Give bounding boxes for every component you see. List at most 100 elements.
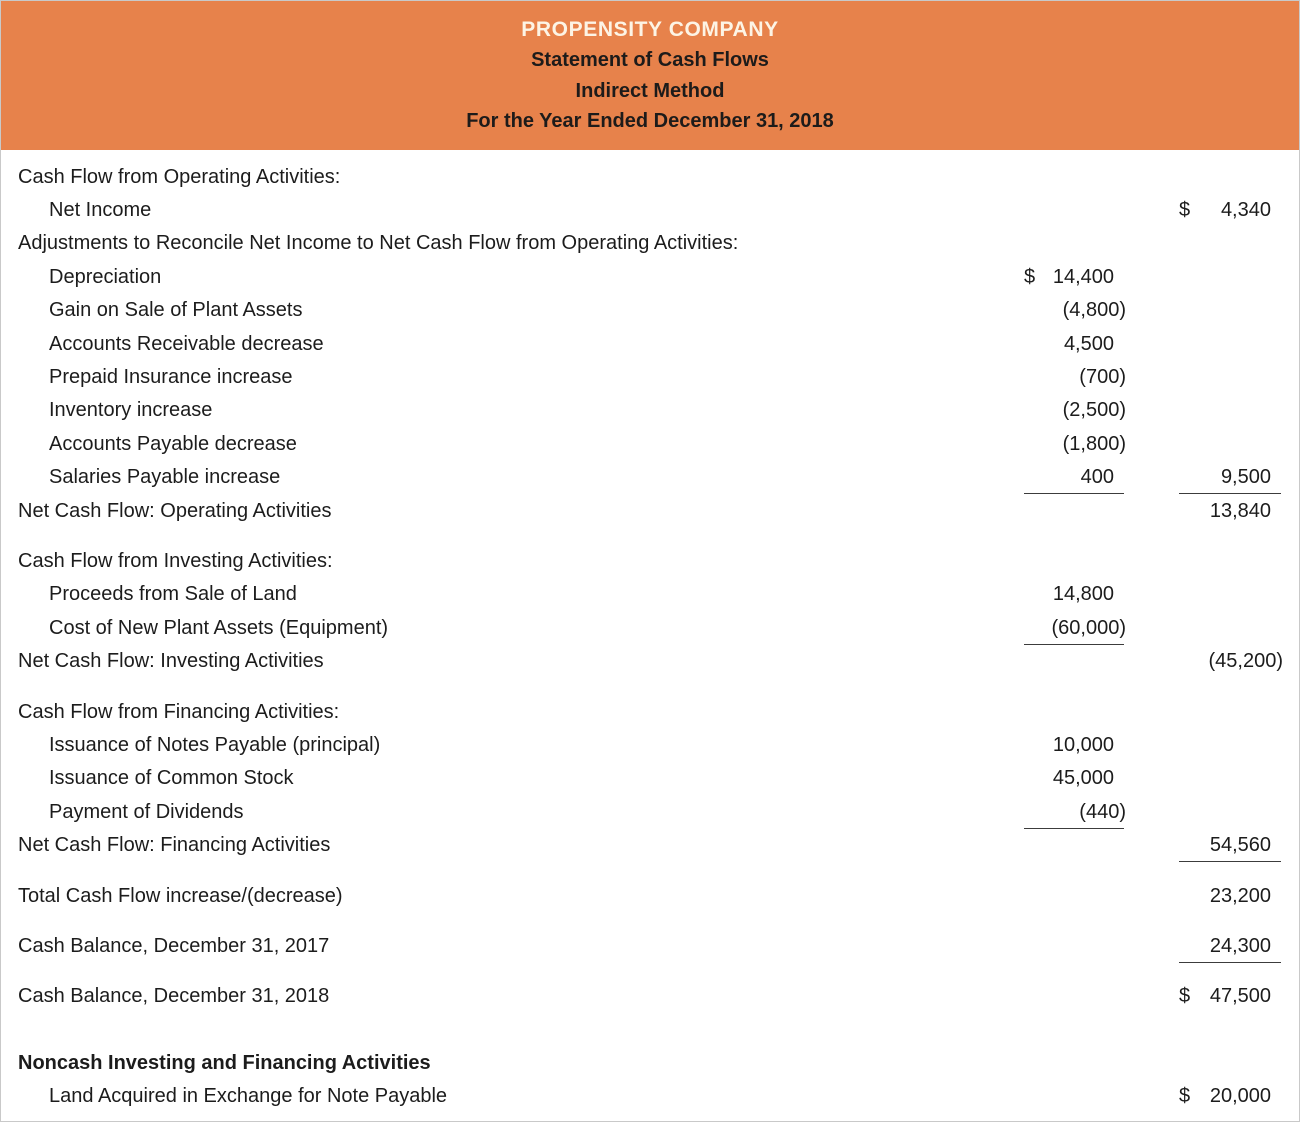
row-label: Net Cash Flow: Financing Activities [18,834,331,857]
amount-col2: $ 47,500 [1179,985,1281,1008]
row-label: Cash Flow from Financing Activities: [18,700,340,723]
currency-symbol: $ [1179,1085,1191,1108]
row-label: Accounts Receivable decrease [49,332,324,355]
amount-col1: $ 14,400 [1024,266,1124,289]
row-label: Noncash Investing and Financing Activiti… [18,1051,431,1074]
statement-row: Accounts Payable decrease (1,800) [18,428,1281,461]
statement-row: Issuance of Common Stock 45,000 [18,762,1281,795]
amount-value: 4,500 [1063,332,1114,355]
amount-value: (1,800) [1062,432,1126,455]
row-label: Net Cash Flow: Investing Activities [18,650,324,673]
amount-col1: 4,500 [1024,333,1124,356]
amount-value: (45,200) [1208,650,1284,673]
row-label: Inventory increase [49,399,213,422]
amount-value: (60,000) [1051,616,1127,639]
statement-row: Adjustments to Reconcile Net Income to N… [18,227,1281,260]
amount-col2: 24,300 [1179,934,1281,963]
amount-value: 13,840 [1209,499,1271,522]
amount-col2: 9,500 [1179,466,1281,495]
amount-value: 20,000 [1209,1085,1271,1108]
statement-row: Accounts Receivable decrease 4,500 [18,327,1281,360]
row-label: Land Acquired in Exchange for Note Payab… [49,1085,448,1108]
statement-row: Issuance of Notes Payable (principal) 10… [18,729,1281,762]
statement-row: Proceeds from Sale of Land 14,800 [18,578,1281,611]
amount-col1: (440) [1024,800,1126,829]
currency-symbol: $ [1179,199,1191,222]
row-label: Payment of Dividends [49,800,244,823]
amount-value: 23,200 [1209,884,1271,907]
statement-row: Net Cash Flow: Financing Activities 54,5… [18,829,1281,863]
amount-value: 4,340 [1220,199,1271,222]
row-label: Net Income [49,199,152,222]
statement-method: Indirect Method [575,79,725,102]
amount-col2: 23,200 [1179,885,1281,908]
amount-col1: (2,500) [1024,399,1126,422]
statement-row: Cash Flow from Operating Activities: [18,161,1281,194]
company-name: PROPENSITY COMPANY [521,18,779,41]
amount-value: (4,800) [1062,299,1126,322]
row-label: Proceeds from Sale of Land [49,583,297,606]
amount-col2: $ 4,340 [1179,199,1281,222]
amount-col1: (1,800) [1024,432,1126,456]
amount-col1: 10,000 [1024,734,1124,757]
amount-value: 14,400 [1052,265,1114,288]
statement-row: Net Income $ 4,340 [18,194,1281,227]
currency-symbol: $ [1024,265,1036,288]
row-label: Adjustments to Reconcile Net Income to N… [18,232,739,255]
row-label: Net Cash Flow: Operating Activities [18,499,332,522]
amount-value: (440) [1079,800,1126,823]
amount-value: 14,800 [1052,583,1114,606]
statement-header: PROPENSITY COMPANY Statement of Cash Flo… [1,1,1299,150]
statement-body: Cash Flow from Operating Activities: Net… [1,150,1299,1114]
amount-value: 47,500 [1209,985,1271,1008]
amount-value: 10,000 [1052,733,1114,756]
statement-row: Prepaid Insurance increase (700) [18,361,1281,394]
amount-value: 400 [1080,466,1114,489]
amount-col1: 45,000 [1024,767,1124,790]
row-label: Issuance of Common Stock [49,767,294,790]
statement-title: Statement of Cash Flows [531,49,769,71]
amount-value: 54,560 [1209,834,1271,857]
statement-row: Noncash Investing and Financing Activiti… [18,1046,1281,1079]
row-label: Depreciation [49,265,162,288]
amount-value: 9,500 [1220,466,1271,489]
amount-col2: (45,200) [1179,650,1284,673]
row-label: Cash Flow from Investing Activities: [18,549,333,572]
row-label: Prepaid Insurance increase [49,366,293,389]
amount-col1: (60,000) [1024,616,1127,645]
amount-value: 45,000 [1052,767,1114,790]
amount-col1: (4,800) [1024,299,1126,322]
statement-row: Cost of New Plant Assets (Equipment) (60… [18,612,1281,645]
row-label: Cash Balance, December 31, 2017 [18,934,330,957]
row-label: Accounts Payable decrease [49,432,297,455]
currency-symbol: $ [1179,985,1191,1008]
statement-row: Cash Flow from Financing Activities: [18,695,1281,728]
statement-row: Salaries Payable increase 400 9,500 [18,461,1281,495]
amount-value: (2,500) [1062,399,1126,422]
statement-row: Total Cash Flow increase/(decrease) 23,2… [18,879,1281,912]
statement-row: Land Acquired in Exchange for Note Payab… [18,1080,1281,1113]
statement-row: Cash Flow from Investing Activities: [18,545,1281,578]
statement-row: Payment of Dividends (440) [18,796,1281,829]
row-label: Gain on Sale of Plant Assets [49,299,303,322]
amount-value: 24,300 [1209,934,1271,957]
amount-col1: 400 [1024,466,1124,495]
statement-row: Depreciation $ 14,400 [18,261,1281,294]
amount-col1: 14,800 [1024,583,1124,606]
statement-row: Gain on Sale of Plant Assets (4,800) [18,294,1281,327]
row-label: Salaries Payable increase [49,466,281,489]
row-label: Cash Balance, December 31, 2018 [18,985,330,1008]
statement-row: Net Cash Flow: Operating Activities 13,8… [18,494,1281,527]
row-label: Cash Flow from Operating Activities: [18,165,341,188]
statement-row: Net Cash Flow: Investing Activities (45,… [18,645,1284,678]
amount-value: (700) [1079,366,1126,389]
row-label: Cost of New Plant Assets (Equipment) [49,616,389,639]
statement-row: Cash Balance, December 31, 2017 24,300 [18,930,1281,963]
amount-col2: 54,560 [1179,834,1281,863]
row-label: Issuance of Notes Payable (principal) [49,733,381,756]
amount-col2: $ 20,000 [1179,1085,1281,1108]
statement-row: Inventory increase (2,500) [18,394,1281,427]
statement-period: For the Year Ended December 31, 2018 [466,110,834,132]
amount-col1: (700) [1024,366,1126,389]
